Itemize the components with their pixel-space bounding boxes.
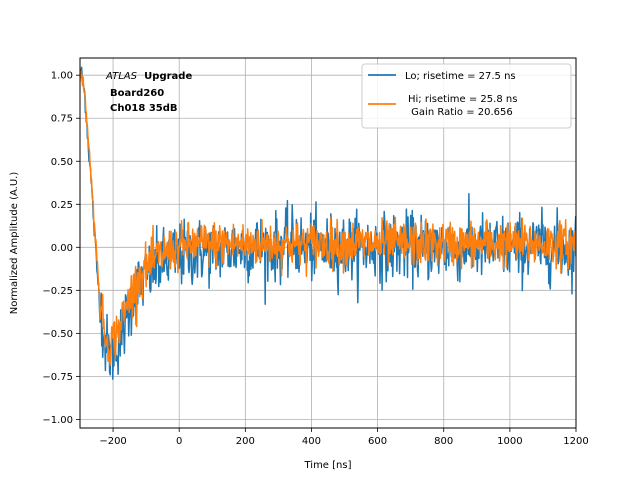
- x-tick-label: 0: [176, 436, 182, 447]
- x-axis-label: Time [ns]: [303, 460, 351, 471]
- series-group: [80, 66, 576, 380]
- legend-box: [361, 63, 572, 129]
- x-tick-label: 200: [236, 436, 255, 447]
- y-tick-label: −1.00: [42, 415, 73, 426]
- plot-frame: [79, 57, 577, 429]
- series-line-hi: [80, 70, 576, 366]
- y-tick-label: 0.50: [51, 157, 73, 168]
- x-tick-label: 1200: [563, 436, 588, 447]
- atlas-annotation: ATLAS Upgrade Board260 Ch018 35dB: [105, 71, 192, 114]
- atlas-label: ATLAS: [105, 71, 138, 82]
- legend: Lo; risetime = 27.5 ns Hi; risetime = 25…: [361, 63, 572, 129]
- y-tick-label: 0.75: [51, 114, 73, 125]
- channel-label: Ch018 35dB: [110, 103, 178, 114]
- x-tick-label: 800: [434, 436, 453, 447]
- y-tick-label: −0.75: [42, 372, 73, 383]
- y-tick-label: 0.00: [51, 243, 73, 254]
- y-tick-label: 1.00: [51, 71, 73, 82]
- y-tick-label: 0.25: [51, 200, 73, 211]
- upgrade-label: Upgrade: [144, 71, 192, 82]
- board-label: Board260: [110, 88, 164, 99]
- legend-label-hi: Hi; risetime = 25.8 ns Gain Ratio = 20.6…: [408, 94, 517, 118]
- x-tick-label: 1000: [497, 436, 522, 447]
- legend-label-hi-line: Hi; risetime = 25.8 ns: [408, 94, 517, 105]
- x-tick-label: 600: [368, 436, 387, 447]
- x-tick-label: 400: [302, 436, 321, 447]
- y-tick-label: −0.25: [42, 286, 73, 297]
- axis-ticks: −200 0 200 400 600 800 1000 1200 −1.00 −0.75 −0.50…: [42, 71, 588, 447]
- svg-text:ATLAS Upgrade: ATLAS Upgrade: [105, 71, 192, 82]
- x-tick-label: −200: [99, 436, 126, 447]
- legend-label-lo: Lo; risetime = 27.5 ns: [405, 71, 516, 82]
- y-axis-label: Normalized Amplitude (A.U.): [9, 172, 20, 315]
- legend-label-hi-line: Gain Ratio = 20.656: [408, 107, 513, 118]
- y-tick-label: −0.50: [42, 329, 73, 340]
